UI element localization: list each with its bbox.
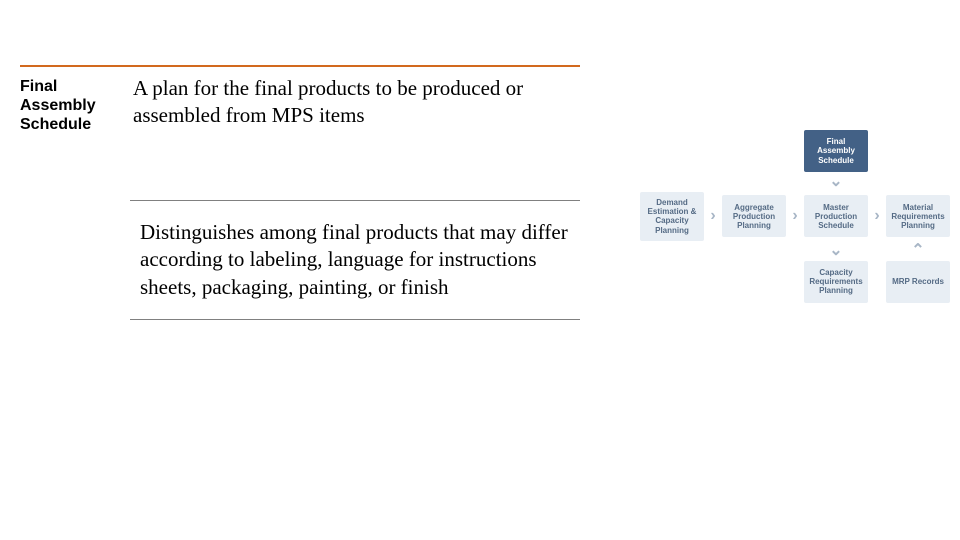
node-mrp: Material Requirements Planning [886, 195, 950, 237]
secondary-block: Distinguishes among final products that … [130, 200, 580, 320]
slide: Final Assembly Schedule A plan for the f… [0, 0, 960, 540]
chevron-right-icon: › [788, 207, 802, 225]
term-label: Final Assembly Schedule [20, 75, 125, 135]
node-final-assembly: Final Assembly Schedule [804, 130, 868, 172]
chevron-up-icon: ⌃ [911, 241, 924, 261]
bottom-right-vcol: ⌃ MRP Records [886, 241, 950, 303]
node-capacity-requirements: Capacity Requirements Planning [804, 261, 868, 303]
node-mrp-records: MRP Records [886, 261, 950, 303]
bottom-left-vcol: ⌄ Capacity Requirements Planning [804, 241, 868, 303]
diag-main-row: Demand Estimation & Capacity Planning › … [640, 192, 950, 241]
definition-row: Final Assembly Schedule A plan for the f… [20, 67, 580, 159]
secondary-body: Distinguishes among final products that … [130, 201, 580, 319]
node-demand-estimation: Demand Estimation & Capacity Planning [640, 192, 704, 241]
chevron-down-icon: ⌄ [829, 172, 842, 192]
node-aggregate-planning: Aggregate Production Planning [722, 195, 786, 237]
diag-bottom-row: ⌄ Capacity Requirements Planning ⌃ MRP R… [640, 241, 950, 303]
chevron-down-icon: ⌄ [829, 241, 842, 261]
definition-text: A plan for the final products to be prod… [125, 75, 580, 130]
diag-top-row: Final Assembly Schedule ⌄ [640, 130, 950, 192]
flow-diagram: Final Assembly Schedule ⌄ Demand Estimat… [640, 130, 950, 303]
node-master-production: Master Production Schedule [804, 195, 868, 237]
chevron-right-icon: › [870, 207, 884, 225]
rule-lower [130, 319, 580, 320]
chevron-right-icon: › [706, 207, 720, 225]
top-vcol: Final Assembly Schedule ⌄ [804, 130, 868, 192]
definition-block: Final Assembly Schedule A plan for the f… [20, 65, 580, 159]
